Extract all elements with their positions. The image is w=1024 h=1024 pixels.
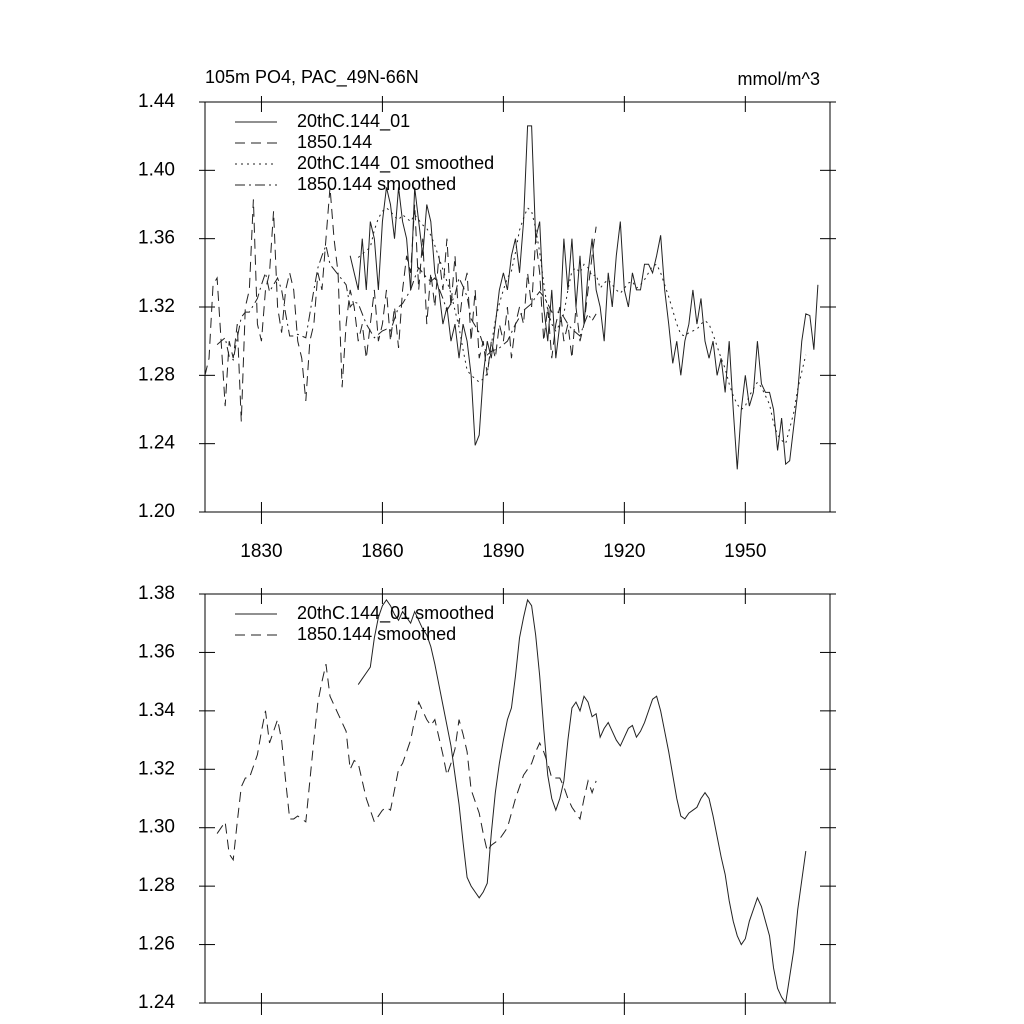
y-tick-label: 1.44: [138, 91, 175, 112]
legend-label: 1850.144 smoothed: [297, 174, 456, 194]
y-tick-label: 1.40: [138, 159, 175, 180]
x-tick-label: 1950: [724, 541, 766, 562]
y-tick-label: 1.28: [138, 875, 175, 896]
y-tick-label: 1.26: [138, 934, 175, 955]
y-tick-label: 1.34: [138, 700, 175, 721]
legend-label: 20thC.144_01: [297, 111, 410, 132]
data-line: [204, 187, 597, 422]
y-tick-label: 1.28: [138, 364, 175, 385]
data-line: [216, 663, 597, 862]
legend-label: 20thC.144_01 smoothed: [297, 603, 494, 624]
data-line: [216, 243, 597, 361]
x-tick-label: 1860: [361, 541, 403, 562]
y-tick-label: 1.36: [138, 641, 175, 662]
legend-label: 1850.144 smoothed: [297, 624, 456, 644]
y-tick-label: 1.38: [138, 583, 175, 604]
legend-label: 20thC.144_01 smoothed: [297, 153, 494, 174]
y-tick-label: 1.32: [138, 758, 175, 779]
y-tick-label: 1.36: [138, 228, 175, 249]
legend-label: 1850.144: [297, 132, 372, 152]
y-tick-label: 1.32: [138, 296, 175, 317]
y-tick-label: 1.20: [138, 501, 175, 522]
x-tick-label: 1890: [482, 541, 524, 562]
plot-frame: [204, 593, 831, 1004]
x-tick-label: 1920: [603, 541, 645, 562]
units-label: mmol/m^3: [738, 69, 820, 89]
x-tick-label: 1830: [240, 541, 282, 562]
y-tick-label: 1.30: [138, 817, 175, 838]
y-tick-label: 1.24: [138, 992, 175, 1013]
data-line: [357, 598, 807, 1005]
chart-title: 105m PO4, PAC_49N-66N: [205, 67, 419, 88]
y-tick-label: 1.24: [138, 433, 175, 454]
data-line: [357, 207, 807, 445]
